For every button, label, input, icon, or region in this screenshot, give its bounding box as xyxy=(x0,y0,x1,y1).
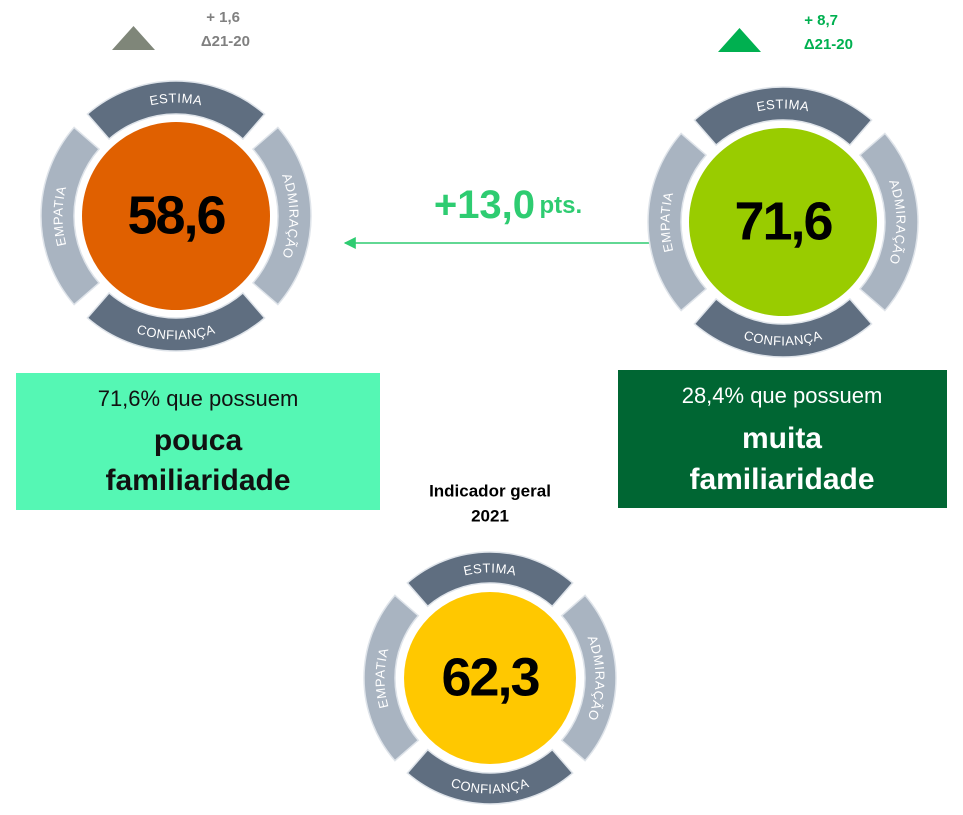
group-box xyxy=(16,373,380,510)
ring-label: ADMIRAÇÃO xyxy=(585,633,608,723)
ring-segment xyxy=(363,594,420,762)
gauge: ESTIMA ADMIRAÇÃO CONFIANÇA EMPATIA 58,6 xyxy=(40,80,312,352)
ring-label-text: ADMIRAÇÃO xyxy=(886,177,908,266)
ring-label: ESTIMA xyxy=(462,560,518,578)
score-circle xyxy=(404,592,576,764)
ring-label: EMPATIA xyxy=(372,646,391,710)
group-level: muita xyxy=(742,422,822,455)
ring-label-text: CONFIANÇA xyxy=(135,321,216,342)
delta-triangle xyxy=(112,26,155,50)
group-level: pouca xyxy=(154,424,243,457)
ring-label-text: ESTIMA xyxy=(462,560,517,578)
difference: +13,0 pts. xyxy=(434,183,582,227)
ring-segment xyxy=(86,291,266,352)
ring-segment xyxy=(560,594,617,762)
ring-label: EMPATIA xyxy=(50,184,69,247)
ring-label: ESTIMA xyxy=(755,96,811,114)
ring-label: CONFIANÇA xyxy=(742,327,824,348)
difference-value: +13,0 xyxy=(434,183,535,227)
delta-label: Δ21-20 xyxy=(804,36,853,53)
ring-label: CONFIANÇA xyxy=(135,321,217,342)
ring-label-text: ESTIMA xyxy=(148,90,203,108)
ring-label-text: ESTIMA xyxy=(755,96,810,114)
caption-title: Indicador geral xyxy=(429,481,551,500)
ring-label: ADMIRAÇÃO xyxy=(279,171,301,260)
ring-segment xyxy=(693,86,873,147)
delta-triangle xyxy=(718,28,761,52)
ring-label-text: EMPATIA xyxy=(657,190,675,253)
ring-label: CONFIANÇA xyxy=(449,775,531,796)
ring-label: EMPATIA xyxy=(657,190,676,253)
score: 71,6 xyxy=(734,191,832,251)
delta-value: + 1,6 xyxy=(206,9,240,26)
ring-segment xyxy=(647,132,708,312)
ring-label: ADMIRAÇÃO xyxy=(886,177,908,266)
ring-segment xyxy=(40,126,101,306)
gauge: ESTIMA ADMIRAÇÃO CONFIANÇA EMPATIA 71,6 xyxy=(647,86,919,358)
ring-segment xyxy=(858,132,919,312)
difference-unit: pts. xyxy=(540,192,583,219)
ring-label-text: CONFIANÇA xyxy=(742,327,823,348)
ring-label-text: EMPATIA xyxy=(50,184,68,247)
delta-value: + 8,7 xyxy=(804,12,838,29)
group-noun: familiaridade xyxy=(105,464,290,497)
score-circle xyxy=(689,128,877,316)
score-circle xyxy=(82,122,270,310)
ring-label-text: CONFIANÇA xyxy=(449,775,530,796)
ring-label-text: ADMIRAÇÃO xyxy=(279,171,301,260)
ring-segment xyxy=(86,80,266,141)
gauge: ESTIMA ADMIRAÇÃO CONFIANÇA EMPATIA 62,3 xyxy=(363,551,617,805)
ring-segment xyxy=(406,551,574,608)
ring-label-text: EMPATIA xyxy=(372,646,390,710)
delta-label: Δ21-20 xyxy=(201,33,250,50)
ring-segment xyxy=(693,297,873,358)
score: 62,3 xyxy=(441,647,539,707)
score: 58,6 xyxy=(127,185,225,245)
ring-segment xyxy=(406,748,574,805)
ring-segment xyxy=(251,126,312,306)
group-share: 71,6% que possuem xyxy=(98,386,299,411)
ring-label-text: ADMIRAÇÃO xyxy=(585,633,607,723)
group-box xyxy=(618,370,947,508)
caption-year: 2021 xyxy=(471,506,509,525)
group-share: 28,4% que possuem xyxy=(682,383,883,408)
group-noun: familiaridade xyxy=(689,463,874,496)
ring-label: ESTIMA xyxy=(148,90,204,108)
